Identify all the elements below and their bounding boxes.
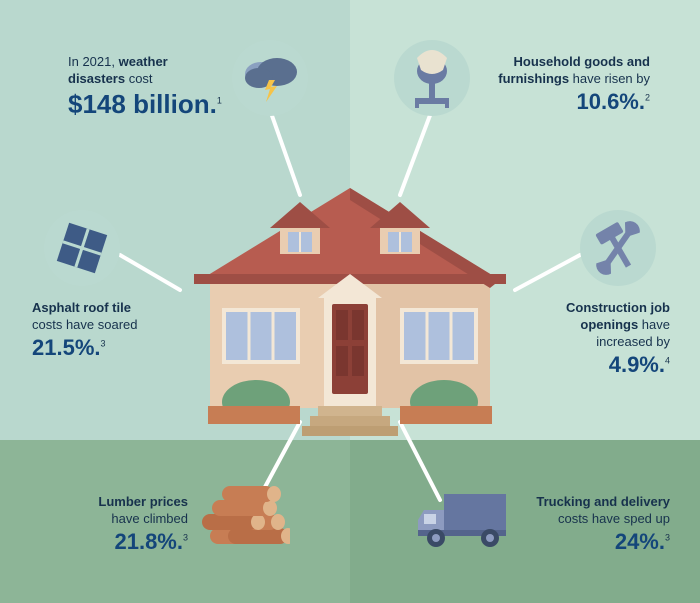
callout-construction-lead: Construction job openings have increased…	[530, 300, 670, 351]
callout-trucking: Trucking and delivery costs have sped up…	[520, 494, 670, 556]
callout-asphalt-lead: Asphalt roof tile	[32, 300, 182, 317]
callout-weather: In 2021, weather disasters cost $148 bil…	[68, 54, 228, 122]
asphalt-bubble	[44, 210, 120, 286]
lamp-icon	[407, 48, 457, 108]
callout-lumber-lead: Lumber prices	[48, 494, 188, 511]
callout-asphalt: Asphalt roof tile costs have soared 21.5…	[32, 300, 182, 362]
construction-bubble	[580, 210, 656, 286]
callout-furnishings-stat: 10.6%.2	[480, 88, 650, 117]
callout-lumber-stat: 21.8%.3	[48, 528, 188, 557]
infographic-stage: In 2021, weather disasters cost $148 bil…	[0, 0, 700, 603]
callout-trucking-stat: 24%.3	[520, 528, 670, 557]
house-icon	[160, 148, 540, 448]
truck-icon	[418, 490, 518, 552]
lumber-logs-icon	[200, 486, 290, 550]
callout-furnishings-lead: Household goods and furnishings have ris…	[480, 54, 650, 88]
callout-furnishings: Household goods and furnishings have ris…	[480, 54, 650, 116]
weather-bubble	[232, 40, 308, 116]
wrench-hammer-icon	[585, 215, 651, 281]
callout-construction: Construction job openings have increased…	[530, 300, 670, 379]
callout-construction-stat: 4.9%.4	[530, 351, 670, 380]
house-illustration	[160, 148, 540, 448]
roof-tile-icon	[54, 220, 110, 276]
trucking-bubble	[418, 490, 518, 557]
callout-weather-stat: $148 billion.1	[68, 88, 228, 122]
callout-trucking-lead: Trucking and delivery	[520, 494, 670, 511]
storm-cloud-icon	[239, 52, 301, 104]
callout-asphalt-stat: 21.5%.3	[32, 334, 182, 363]
furnishings-bubble	[394, 40, 470, 116]
callout-weather-lead: In 2021, weather disasters cost	[68, 54, 228, 88]
callout-lumber: Lumber prices have climbed 21.8%.3	[48, 494, 188, 556]
lumber-bubble	[200, 486, 290, 555]
